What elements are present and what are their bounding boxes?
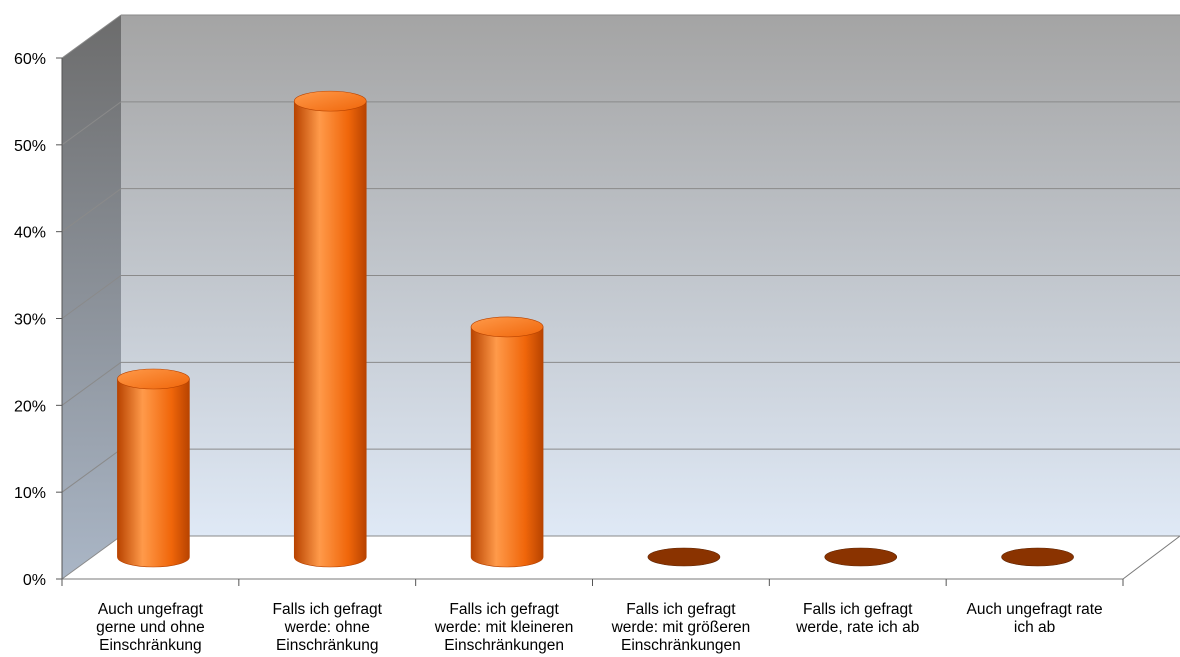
- bar: [647, 547, 721, 567]
- bar: [824, 547, 898, 567]
- bar-cap: [293, 90, 367, 112]
- y-tick-label: 40%: [14, 225, 46, 242]
- bar-body: [293, 100, 367, 568]
- bar-zero-disc: [647, 547, 721, 567]
- gridline-side: [61, 275, 122, 319]
- x-category-label: Falls ich gefragt werde: ohne Einschränkun…: [273, 601, 383, 654]
- x-category-label: Auch ungefragt gerne und ohne Einschränkun…: [96, 601, 205, 654]
- x-category-label: Falls ich gefragt werde: mit kleineren Ein…: [434, 601, 574, 654]
- y-tick-label: 50%: [14, 138, 46, 155]
- gridline-side: [61, 188, 122, 233]
- y-tick-label: 60%: [14, 51, 46, 68]
- x-category-label: Auch ungefragt rate ich ab: [967, 601, 1103, 636]
- bar-zero-disc: [824, 547, 898, 567]
- y-tick-label: 30%: [14, 312, 46, 329]
- bars: [117, 90, 1074, 568]
- bar: [1001, 547, 1074, 567]
- bar-cap: [117, 368, 190, 390]
- bar-cap: [470, 316, 544, 338]
- gridline-side: [61, 448, 122, 493]
- bar: [293, 90, 367, 568]
- bar-body: [470, 326, 544, 568]
- bar-body: [117, 378, 190, 568]
- x-category-label: Falls ich gefragt werde: mit größeren Eins…: [611, 601, 751, 654]
- gridline-side: [61, 361, 122, 406]
- y-tick-label: 20%: [14, 398, 46, 415]
- gridline-side: [61, 101, 122, 146]
- y-tick-label: 10%: [14, 485, 46, 502]
- x-axis: Auch ungefragt gerne und ohne Einschränkun…: [61, 579, 1124, 654]
- bar: [117, 368, 190, 568]
- bar-zero-disc: [1001, 547, 1074, 567]
- gridline-side: [61, 535, 122, 580]
- y-tick-label: 0%: [23, 572, 46, 589]
- bar: [470, 316, 544, 568]
- gridline-side: [61, 14, 122, 59]
- y-axis: 0% 10% 20% 30% 40% 50% 60%: [14, 51, 63, 589]
- x-category-label: Falls ich gefragt werde, rate ich ab: [795, 601, 919, 636]
